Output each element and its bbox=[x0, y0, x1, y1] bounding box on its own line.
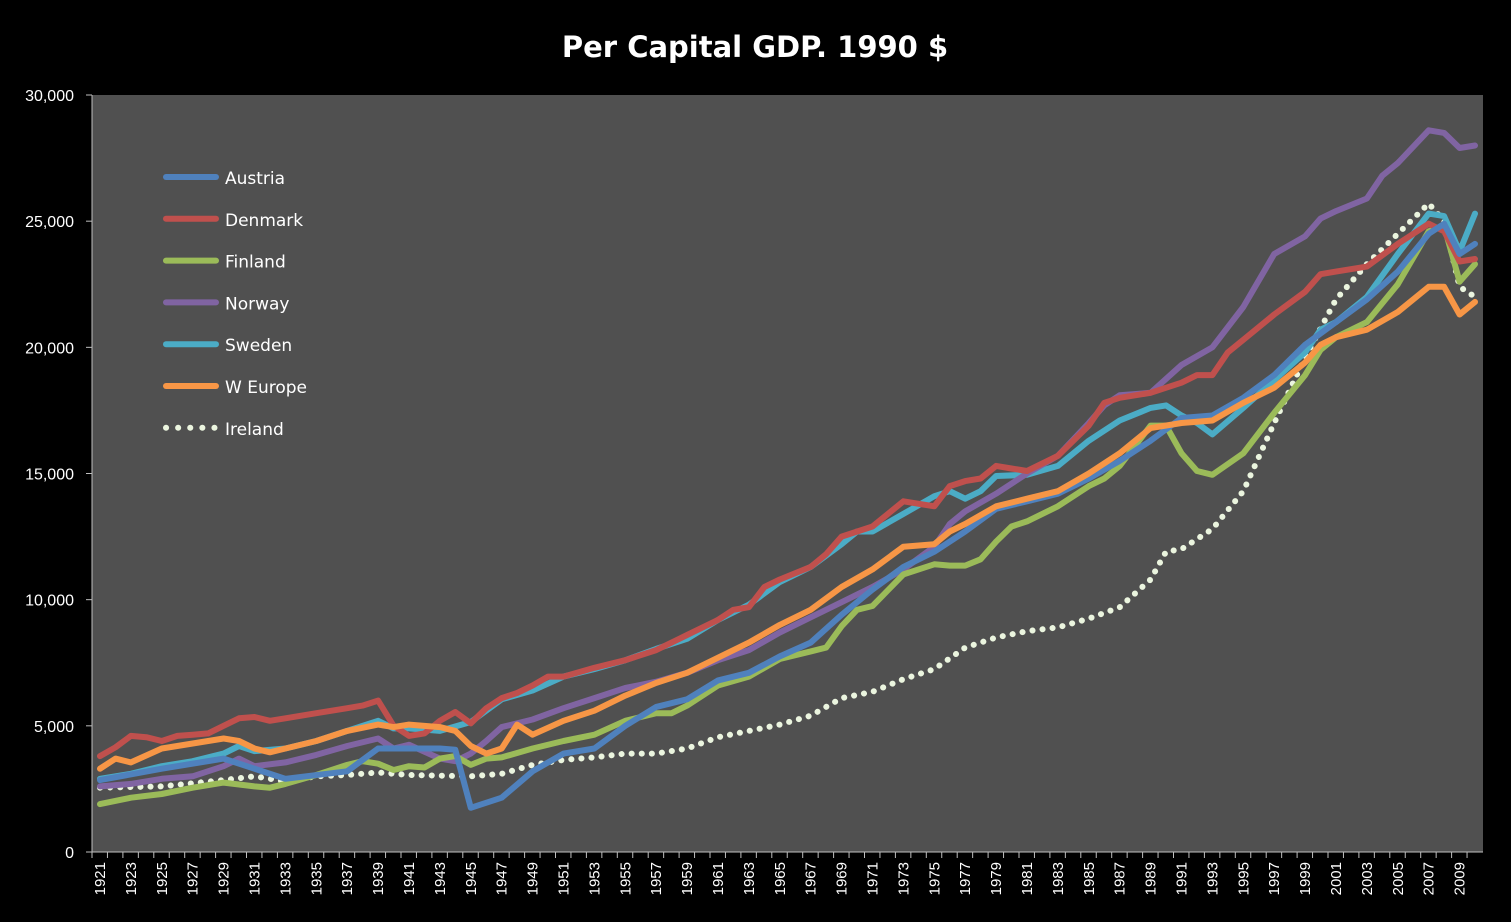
x-tick-label: 1985 bbox=[1081, 862, 1098, 895]
series-line-norway bbox=[97, 127, 1478, 790]
y-tick-label: 30,000 bbox=[25, 88, 74, 105]
y-tick-label: 20,000 bbox=[25, 340, 74, 357]
x-tick-label: 1943 bbox=[432, 862, 449, 895]
x-tick-label: 1945 bbox=[463, 862, 480, 895]
x-tick-label: 1953 bbox=[586, 862, 603, 895]
x-tick-label: 1957 bbox=[648, 862, 665, 895]
legend-label: Sweden bbox=[225, 336, 292, 356]
x-tick-label: 1995 bbox=[1235, 862, 1252, 895]
x-tick-label: 1925 bbox=[154, 862, 171, 895]
legend-label: Finland bbox=[225, 253, 286, 273]
legend-label: Ireland bbox=[225, 420, 284, 440]
x-tick-label: 1941 bbox=[401, 862, 418, 895]
y-tick-label: 25,000 bbox=[25, 214, 74, 231]
x-tick-label: 1971 bbox=[865, 862, 882, 895]
x-tick-label: 1929 bbox=[216, 862, 233, 895]
x-tick-label: 1999 bbox=[1297, 862, 1314, 895]
x-tick-label: 1963 bbox=[741, 862, 758, 895]
y-tick-label: 15,000 bbox=[25, 467, 74, 484]
x-tick-label: 1939 bbox=[370, 862, 387, 895]
series-line-ireland bbox=[97, 200, 1478, 791]
x-tick-label: 1933 bbox=[277, 862, 294, 895]
x-tick-label: 1927 bbox=[185, 862, 202, 895]
x-tick-label: 2009 bbox=[1452, 862, 1469, 895]
legend-label: Austria bbox=[225, 169, 285, 189]
series-line-denmark bbox=[97, 220, 1478, 760]
x-tick-label: 1921 bbox=[92, 862, 109, 895]
x-tick-label: 1983 bbox=[1050, 862, 1067, 895]
x-tick-label: 1977 bbox=[957, 862, 974, 895]
x-tick-label: 1965 bbox=[772, 862, 789, 895]
y-tick-label: 0 bbox=[65, 845, 74, 862]
x-tick-label: 1997 bbox=[1266, 862, 1283, 895]
series-layer bbox=[97, 127, 1478, 811]
series-line-austria bbox=[97, 220, 1478, 811]
series-line-finland bbox=[97, 223, 1478, 808]
x-tick-label: 1935 bbox=[308, 862, 325, 895]
x-tick-label: 1991 bbox=[1174, 862, 1191, 895]
x-tick-label: 2003 bbox=[1359, 862, 1376, 895]
x-tick-label: 1981 bbox=[1019, 862, 1036, 895]
x-tick-label: 1987 bbox=[1112, 862, 1129, 895]
legend-label: Norway bbox=[225, 294, 290, 314]
x-axis: 1921 1923 1925 1927 1929 1931 1933 1935 1937 1939… bbox=[91, 851, 1483, 895]
y-tick-label: 5,000 bbox=[34, 719, 74, 736]
legend-label: W Europe bbox=[225, 378, 307, 398]
x-tick-label: 1961 bbox=[710, 862, 727, 895]
x-tick-label: 1969 bbox=[834, 862, 851, 895]
x-tick-label: 1959 bbox=[679, 862, 696, 895]
x-tick-label: 1951 bbox=[556, 862, 573, 895]
x-tick-label: 1931 bbox=[247, 862, 264, 895]
x-tick-label: 1979 bbox=[988, 862, 1005, 895]
legend: Austria Denmark Finland Norway Sweden W Europ… bbox=[163, 169, 307, 440]
x-tick-label: 1975 bbox=[926, 862, 943, 895]
legend-label: Denmark bbox=[225, 211, 303, 231]
x-tick-label: 1967 bbox=[803, 862, 820, 895]
series-line-w-europe bbox=[97, 283, 1478, 772]
x-tick-label: 2007 bbox=[1421, 862, 1438, 895]
chart-title: Per Capital GDP. 1990 $ bbox=[562, 30, 948, 64]
x-tick-label: 1973 bbox=[895, 862, 912, 895]
y-axis: 0 5,000 10,000 15,000 20,000 25,000 30,000 bbox=[25, 88, 93, 862]
y-tick-label: 10,000 bbox=[25, 593, 74, 610]
x-tick-label: 1955 bbox=[617, 862, 634, 895]
x-tick-label: 1923 bbox=[123, 862, 140, 895]
x-tick-label: 2005 bbox=[1390, 862, 1407, 895]
plot-area bbox=[92, 95, 1483, 852]
x-tick-label: 1989 bbox=[1143, 862, 1160, 895]
x-tick-label: 1949 bbox=[525, 862, 542, 895]
x-tick-label: 1937 bbox=[339, 862, 356, 895]
x-tick-label: 1947 bbox=[494, 862, 511, 895]
x-tick-label: 2001 bbox=[1328, 862, 1345, 895]
x-tick-label: 1993 bbox=[1204, 862, 1221, 895]
